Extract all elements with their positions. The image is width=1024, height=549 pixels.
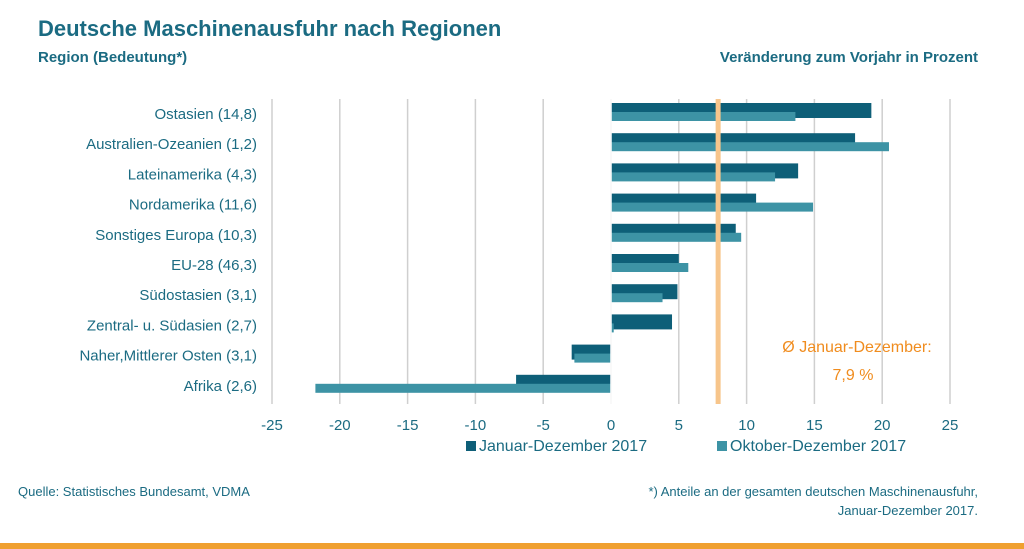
category-label: Ostasien (14,8) bbox=[154, 106, 257, 123]
x-tick-label: -20 bbox=[329, 417, 351, 434]
category-label: Lateinamerika (4,3) bbox=[128, 166, 257, 183]
x-tick-label: 20 bbox=[874, 417, 891, 434]
category-label: Sonstiges Europa (10,3) bbox=[95, 227, 257, 244]
x-tick-label: -15 bbox=[397, 417, 419, 434]
average-value-label: 7,9 % bbox=[833, 367, 874, 384]
bar bbox=[611, 232, 742, 242]
footnote-line-1: *) Anteile an der gesamten deutschen Mas… bbox=[648, 484, 978, 499]
bottom-accent-bar bbox=[0, 543, 1024, 549]
bar bbox=[315, 383, 611, 393]
footnote: *) Anteile an der gesamten deutschen Mas… bbox=[648, 482, 978, 520]
category-label: Zentral- u. Südasien (2,7) bbox=[87, 317, 257, 334]
average-label: Ø Januar-Dezember: bbox=[782, 339, 931, 356]
legend-label: Oktober-Dezember 2017 bbox=[730, 438, 906, 455]
bar bbox=[574, 353, 611, 363]
x-tick-label: 10 bbox=[738, 417, 755, 434]
bar bbox=[611, 293, 663, 303]
bar bbox=[611, 202, 814, 212]
legend-swatch bbox=[466, 441, 476, 451]
x-tick-label: -5 bbox=[537, 417, 550, 434]
bar bbox=[611, 142, 889, 152]
bar bbox=[611, 314, 673, 330]
bar bbox=[611, 263, 689, 272]
category-label: Naher,Mittlerer Osten (3,1) bbox=[79, 348, 257, 365]
x-tick-label: 5 bbox=[675, 417, 683, 434]
chart-subtitle: Region (Bedeutung*) bbox=[38, 49, 188, 66]
chart-title: Deutsche Maschinenausfuhr nach Regionen bbox=[38, 16, 502, 41]
bar bbox=[611, 323, 614, 333]
category-label: Afrika (2,6) bbox=[184, 378, 257, 395]
x-tick-label: 0 bbox=[607, 417, 615, 434]
legend-label: Januar-Dezember 2017 bbox=[479, 438, 647, 455]
category-label: Nordamerika (11,6) bbox=[129, 197, 257, 214]
bar bbox=[611, 172, 776, 182]
footnote-line-2: Januar-Dezember 2017. bbox=[837, 503, 978, 518]
category-label: EU-28 (46,3) bbox=[171, 257, 257, 274]
category-label: Australien-Ozeanien (1,2) bbox=[86, 136, 257, 153]
legend-swatch bbox=[717, 441, 727, 451]
bar bbox=[611, 112, 796, 121]
category-label: Südostasien (3,1) bbox=[139, 287, 257, 304]
x-tick-label: -10 bbox=[465, 417, 487, 434]
x-tick-label: -25 bbox=[261, 417, 283, 434]
source-note: Quelle: Statistisches Bundesamt, VDMA bbox=[18, 484, 250, 499]
x-tick-label: 25 bbox=[942, 417, 959, 434]
axis-description: Veränderung zum Vorjahr in Prozent bbox=[719, 49, 978, 66]
x-tick-label: 15 bbox=[806, 417, 823, 434]
bar-chart: -25 -20 -15 -10 -5 0 5 10 15 20 25 Ostasien (14,8) A… bbox=[79, 99, 959, 455]
